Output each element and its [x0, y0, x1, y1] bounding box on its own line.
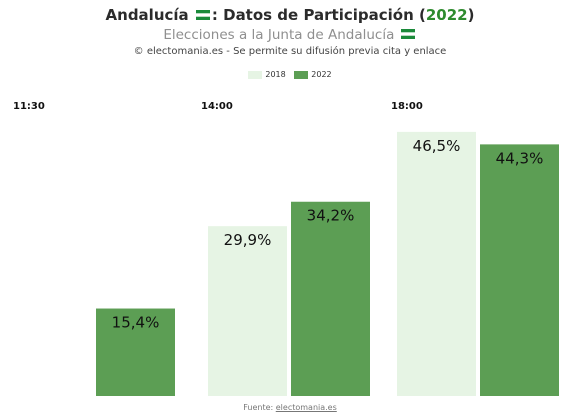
bar-2022-1130: [96, 308, 175, 396]
title-year: 2022: [425, 6, 468, 24]
legend: 2018 2022: [0, 70, 580, 79]
data-label-2022-1400: 34,2%: [307, 207, 355, 225]
legend-item-2022: 2022: [294, 70, 332, 79]
legend-item-2018: 2018: [248, 70, 286, 79]
chart-subtitle: Elecciones a la Junta de Andalucía: [0, 27, 580, 43]
bar-2022-1400: [291, 201, 370, 396]
legend-label-2022: 2022: [311, 70, 332, 79]
data-label-2022-1800: 44,3%: [496, 149, 544, 167]
title-sep: : Datos de Participación (: [211, 6, 426, 24]
category-label-1800: 18:00: [391, 101, 423, 112]
category-label-1130: 11:30: [13, 101, 45, 112]
category-label-1400: 14:00: [201, 101, 233, 112]
subtitle-text: Elecciones a la Junta de Andalucía: [163, 27, 395, 43]
title-main: Andalucía: [105, 6, 189, 24]
legend-swatch-2018: [248, 70, 263, 79]
andalucia-flag-icon: [400, 29, 415, 39]
andalucia-flag-icon: [195, 9, 210, 20]
legend-label-2018: 2018: [265, 70, 286, 79]
data-label-2022-1130: 15,4%: [112, 314, 160, 332]
legend-swatch-2022: [294, 70, 309, 79]
bar-2022-1800: [480, 144, 559, 396]
bar-2018-1400: [208, 226, 287, 396]
title-close: ): [467, 6, 475, 24]
credit-line: © electomania.es - Se permite su difusió…: [133, 46, 447, 57]
chart-title: Andalucía : Datos de Participación (2022…: [0, 6, 580, 24]
source-link[interactable]: electomania.es: [275, 403, 337, 412]
source-label: Fuente:: [243, 403, 274, 412]
source-note: Fuente: electomania.es: [0, 403, 580, 412]
bar-2018-1800: [397, 131, 476, 396]
data-label-2018-1400: 29,9%: [224, 231, 272, 249]
data-label-2018-1800: 46,5%: [413, 137, 461, 155]
